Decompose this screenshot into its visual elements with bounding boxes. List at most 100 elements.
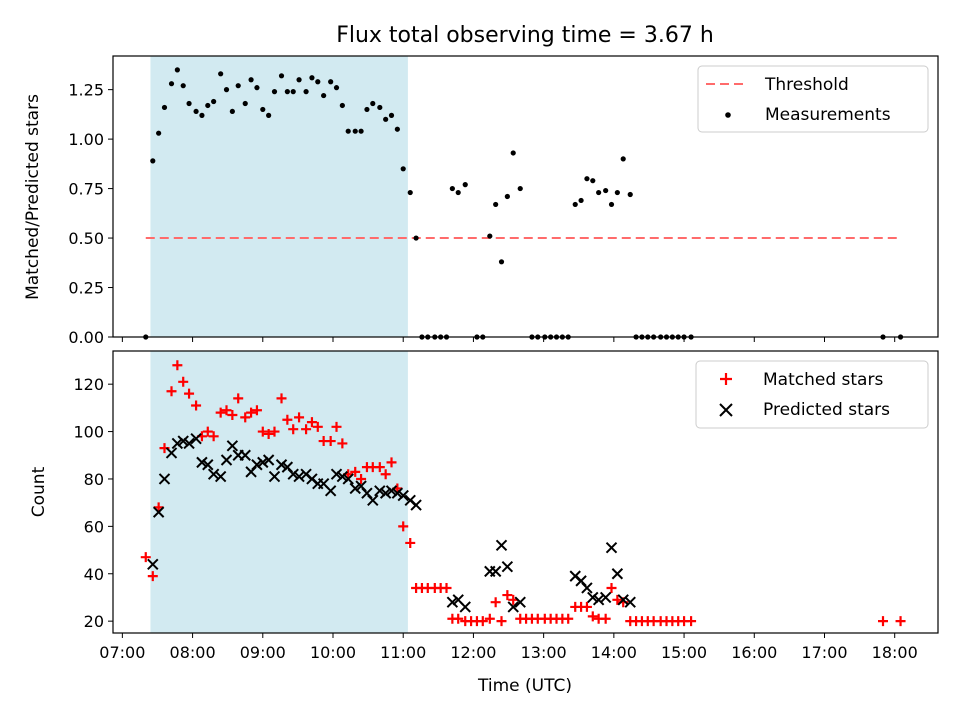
observing-window-shade <box>150 56 408 337</box>
matched-stars-point <box>405 537 416 548</box>
measurement-point <box>260 106 266 113</box>
measurement-point <box>193 108 199 115</box>
y-tick-label: 0.25 <box>68 279 104 298</box>
predicted-stars-point <box>226 440 239 452</box>
predicted-stars-point <box>349 482 361 495</box>
measurement-point <box>333 85 340 91</box>
matched-stars-point <box>878 616 888 627</box>
predicted-stars-point <box>489 565 502 578</box>
predicted-stars-point <box>587 591 599 604</box>
measurement-point <box>498 259 505 265</box>
predicted-stars-point <box>495 539 508 552</box>
predicted-stars-point <box>507 601 519 613</box>
matched-stars-point <box>172 360 183 371</box>
matched-stars-point <box>380 469 391 480</box>
count-panel: 20 40 60 80 100 120 07:00 08:00 09:00 10:00 11:00… <box>29 350 939 662</box>
matched-stars-point <box>312 421 323 432</box>
matched-stars-point <box>221 405 232 416</box>
measurement-point <box>156 130 162 136</box>
measurement-point <box>352 128 358 134</box>
measurement-point <box>211 98 217 105</box>
measurements-legend-swatch <box>725 112 731 118</box>
predicted-stars-point <box>171 437 184 450</box>
y-tick-label: 1.25 <box>68 81 104 100</box>
measurement-point <box>254 85 260 91</box>
measurement-point <box>517 185 523 192</box>
predicted-stars-point <box>501 560 514 573</box>
matched-legend-swatch <box>720 373 732 385</box>
predicted-stars-point <box>165 447 178 459</box>
predicted-stars-point <box>342 473 354 485</box>
predicted-stars-point <box>592 594 605 606</box>
measurement-point <box>321 92 327 99</box>
matched-stars-point <box>251 405 262 416</box>
measurements-legend-label: Measurements <box>765 105 891 125</box>
measurement-point <box>383 116 389 122</box>
matched-stars-point <box>208 431 219 442</box>
predicted-stars-point <box>446 596 459 608</box>
measurement-point <box>161 104 168 111</box>
matched-stars-point <box>325 436 336 447</box>
measurement-point <box>394 126 400 132</box>
measurement-point <box>370 100 376 107</box>
matched-stars-point <box>331 421 342 432</box>
ratio-panel-frame <box>112 55 939 338</box>
x-tick-label: 07:00 <box>99 643 145 662</box>
measurement-point <box>229 108 235 115</box>
measurement-point <box>284 89 290 95</box>
count-x-axis: 07:00 08:00 09:00 10:00 11:00 12:00 13:00 14:00… <box>99 633 918 662</box>
measurement-point <box>603 187 609 194</box>
x-axis-label: Time (UTC) <box>477 676 572 696</box>
y-tick-label: 80 <box>84 470 104 489</box>
measurement-point <box>248 77 254 83</box>
matched-stars-point <box>484 613 495 624</box>
matched-stars-point <box>895 616 906 627</box>
x-tick-label: 11:00 <box>380 643 426 662</box>
matched-stars-point <box>490 597 501 608</box>
measurement-point <box>407 189 413 196</box>
count-legend: Matched stars Predicted stars <box>695 360 929 429</box>
threshold-legend-label: Threshold <box>764 75 849 95</box>
y-tick-label: 60 <box>84 517 104 536</box>
matched-stars-point <box>184 388 195 399</box>
measurement-point <box>168 81 175 87</box>
matched-stars-point <box>496 616 507 627</box>
predicted-stars-point <box>147 558 159 570</box>
predicted-stars-point <box>220 454 233 466</box>
matched-stars-point <box>227 409 238 420</box>
predicted-stars-point <box>410 499 422 511</box>
predicted-stars-point <box>214 470 227 483</box>
predicted-stars-point <box>239 449 251 461</box>
x-tick-label: 10:00 <box>310 643 356 662</box>
predicted-stars-point <box>605 541 618 554</box>
figure-title: Flux total observing time = 3.67 h <box>336 23 714 48</box>
matched-stars-point <box>398 521 409 532</box>
measurement-point <box>388 112 395 118</box>
matched-stars-point <box>581 601 592 612</box>
predicted-legend-label: Predicted stars <box>763 400 890 420</box>
measurement-point <box>315 79 321 85</box>
predicted-stars-point <box>330 468 343 480</box>
measurement-point <box>223 87 230 93</box>
ratio-x-axis <box>121 337 896 342</box>
predicted-stars-point <box>581 582 593 594</box>
predicted-stars-point <box>397 489 409 502</box>
measurement-point <box>296 77 302 83</box>
measurement-point <box>493 201 499 208</box>
predicted-stars-point <box>257 456 269 469</box>
x-tick-label: 14:00 <box>591 643 637 662</box>
measurement-point <box>596 189 602 196</box>
matched-stars-point <box>294 412 305 423</box>
count-points <box>140 360 906 627</box>
y-tick-label: 1.00 <box>68 130 104 149</box>
matched-stars-point <box>612 594 623 605</box>
matched-stars-point <box>453 613 464 624</box>
measurement-point <box>377 104 383 111</box>
predicted-stars-point <box>152 506 165 518</box>
matched-legend-label: Matched stars <box>763 370 883 390</box>
measurement-point <box>174 67 180 73</box>
matched-stars-point <box>257 426 268 437</box>
measurement-point <box>449 185 455 192</box>
measurement-point <box>303 89 309 95</box>
predicted-stars-point <box>611 568 624 580</box>
